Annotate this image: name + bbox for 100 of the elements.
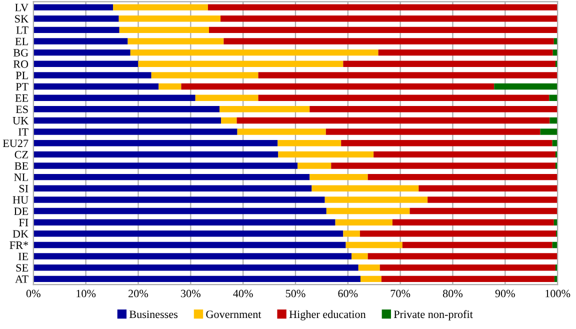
bar — [33, 185, 312, 192]
bar — [33, 4, 114, 10]
bar — [258, 72, 558, 78]
x-tick-label: 90% — [495, 290, 515, 298]
bar — [343, 230, 360, 237]
bar — [33, 117, 222, 124]
y-tick-label: FR* — [10, 242, 28, 249]
x-tick-label: 40% — [233, 290, 253, 298]
x-tick-label: 0% — [26, 290, 40, 298]
bar — [33, 128, 238, 135]
bar — [368, 253, 558, 260]
bar — [312, 185, 419, 192]
bar — [33, 151, 278, 158]
bar — [360, 276, 382, 282]
bar — [33, 106, 220, 112]
bar — [374, 151, 556, 158]
bar — [33, 276, 360, 282]
bar — [343, 60, 556, 68]
bar — [138, 60, 344, 68]
bar — [335, 219, 392, 226]
legend-label: Government — [206, 310, 262, 318]
y-tick-label: SI — [19, 184, 28, 192]
y-tick-label: FI — [18, 218, 28, 226]
y-tick-label: DE — [14, 208, 28, 215]
bar — [220, 16, 558, 22]
bar — [33, 94, 196, 101]
legend-label: Higher education — [289, 310, 366, 320]
bar — [360, 230, 556, 237]
y-tick-label: BE — [14, 162, 28, 170]
y-tick-label: HU — [12, 196, 28, 204]
bar — [258, 94, 550, 101]
bar — [33, 230, 344, 237]
bar — [402, 242, 552, 248]
bar — [410, 208, 558, 214]
x-tick-label: 10% — [76, 290, 96, 298]
x-tick-label: 100% — [546, 290, 570, 298]
y-tick-label: NL — [14, 174, 28, 181]
bar — [33, 208, 326, 214]
y-tick-label: EE — [15, 94, 28, 102]
bar — [33, 242, 346, 248]
bar — [549, 94, 558, 101]
bar — [33, 162, 298, 169]
y-tick-label: PL — [16, 72, 28, 80]
x-tick-label: 80% — [442, 290, 463, 298]
bar — [209, 26, 558, 34]
bar — [195, 94, 258, 101]
bar — [392, 219, 554, 226]
bar — [33, 83, 159, 90]
bar — [33, 26, 120, 34]
x-tick-label: 50% — [286, 290, 306, 298]
y-tick-label: LV — [15, 4, 28, 12]
bar — [278, 140, 342, 146]
bar — [380, 264, 556, 271]
bar — [310, 174, 368, 180]
bar — [158, 83, 182, 90]
bar — [346, 242, 402, 248]
bar — [358, 264, 380, 271]
bar — [33, 60, 138, 68]
bar — [278, 151, 374, 158]
bar — [151, 72, 258, 78]
bar — [118, 16, 221, 22]
bar — [224, 38, 554, 44]
bar — [33, 174, 310, 180]
bar — [326, 208, 410, 214]
bar — [181, 83, 494, 90]
bar — [33, 72, 152, 78]
bar — [378, 49, 553, 56]
bar — [381, 276, 554, 282]
y-tick-label: BG — [13, 49, 28, 57]
bar — [326, 128, 540, 135]
bar — [221, 117, 237, 124]
bar — [310, 106, 558, 112]
y-tick-label: CZ — [14, 150, 28, 158]
x-tick-label: 30% — [181, 290, 200, 298]
bar — [33, 264, 358, 271]
bar — [33, 219, 336, 226]
y-tick-label: EU27 — [2, 140, 28, 148]
y-tick-label: PT — [16, 83, 28, 90]
x-tick-label: 70% — [390, 290, 410, 298]
bar — [368, 174, 558, 180]
y-tick-label: ES — [16, 106, 28, 114]
bar — [208, 4, 558, 10]
bar — [236, 117, 550, 124]
legend-label: Businesses — [129, 310, 178, 318]
y-tick-label: SK — [15, 15, 28, 23]
bar — [494, 83, 558, 90]
bar — [418, 185, 558, 192]
bar — [33, 49, 130, 56]
y-tick-label: IE — [18, 252, 28, 260]
bar — [331, 162, 556, 169]
bar — [33, 253, 352, 260]
bar — [298, 162, 332, 169]
bar — [33, 140, 278, 146]
bar — [130, 49, 378, 56]
bar — [341, 140, 552, 146]
bar — [428, 196, 558, 203]
bar — [128, 38, 224, 44]
bar — [352, 253, 368, 260]
bar — [540, 128, 558, 135]
y-tick-label: SE — [16, 264, 28, 272]
